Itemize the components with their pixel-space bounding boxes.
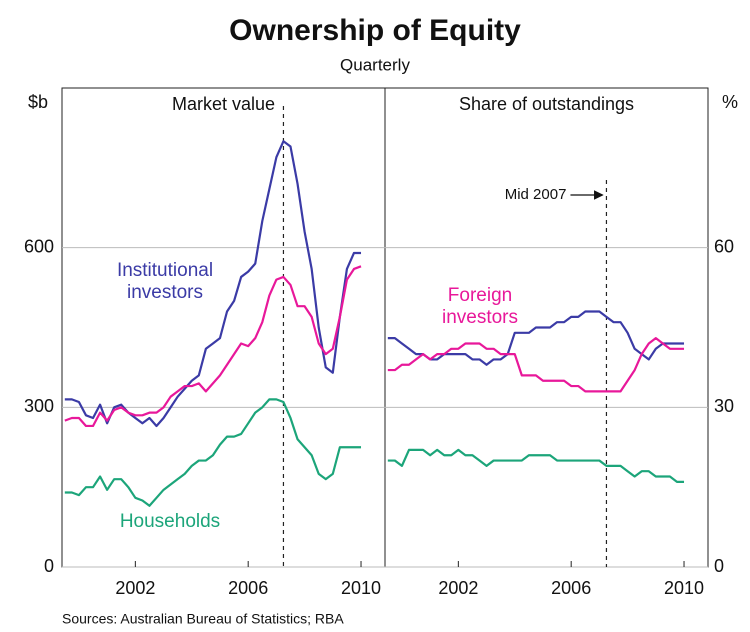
- y-tick-label: 0: [44, 556, 54, 576]
- y-tick-label: 30: [714, 396, 734, 416]
- chart-subtitle: Quarterly: [340, 55, 410, 74]
- series-line: [64, 265, 362, 428]
- x-tick-label: 2010: [664, 578, 704, 598]
- y-tick-label: 300: [24, 396, 54, 416]
- x-tick-label: 2010: [341, 578, 381, 598]
- x-tick-label: 2006: [551, 578, 591, 598]
- y-tick-label: 60: [714, 236, 734, 256]
- x-tick-label: 2002: [438, 578, 478, 598]
- series-line: [64, 398, 362, 507]
- annotation: Mid 2007: [505, 186, 567, 203]
- y-tick-label: 0: [714, 556, 724, 576]
- series-line: [387, 337, 685, 393]
- panel-title: Market value: [172, 94, 275, 114]
- series-line: [64, 140, 362, 428]
- y-unit: $b: [28, 92, 48, 112]
- series-line: [387, 448, 685, 483]
- series-label: Households: [119, 511, 221, 532]
- series-line: [387, 310, 685, 366]
- y-tick-label: 600: [24, 236, 54, 256]
- source: Sources: Australian Bureau of Statistics…: [62, 611, 344, 627]
- x-tick-label: 2006: [228, 578, 268, 598]
- panel-title: Share of outstandings: [459, 94, 634, 114]
- series-label: Foreign investors: [441, 285, 519, 328]
- x-tick-label: 2002: [115, 578, 155, 598]
- chart-title: Ownership of Equity: [229, 14, 521, 47]
- series-label: Institutional investors: [116, 260, 214, 303]
- y-unit: %: [722, 92, 738, 112]
